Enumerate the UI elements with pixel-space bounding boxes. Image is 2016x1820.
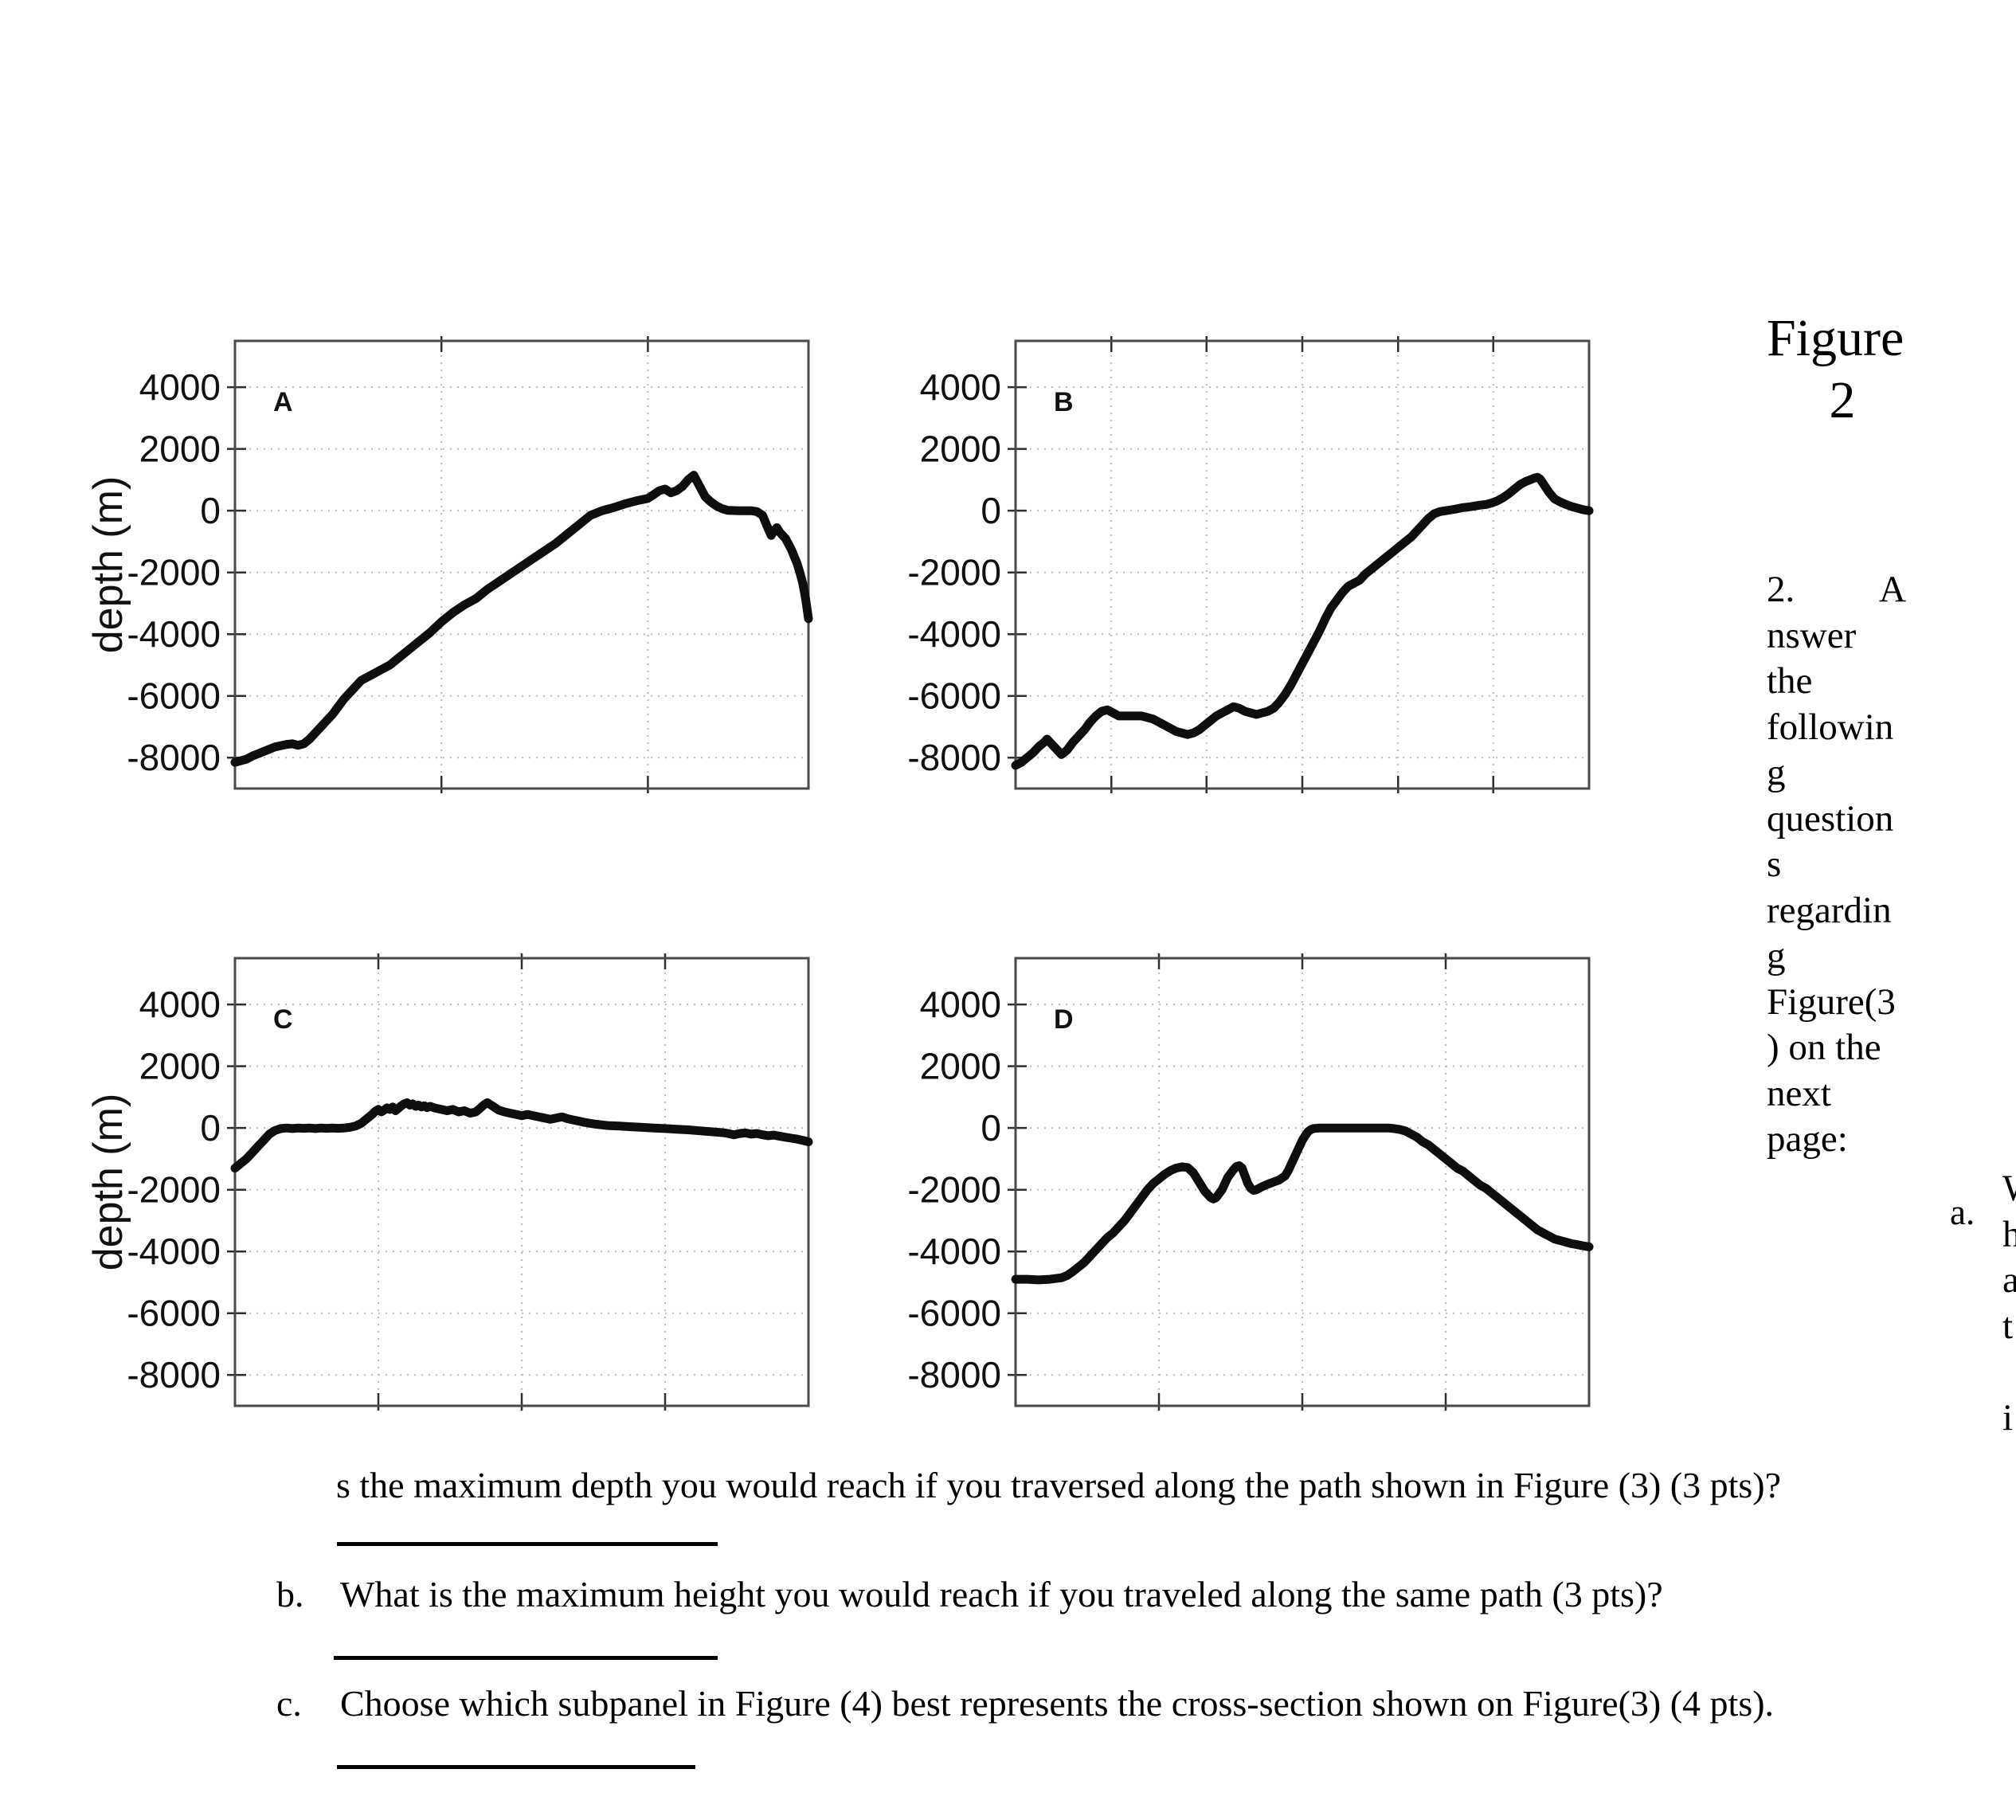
answer-blank-b <box>334 1656 718 1660</box>
y-tick-label: 2000 <box>139 429 221 470</box>
side-note-line: next <box>1767 1072 1831 1114</box>
y-tick-label: -6000 <box>907 675 1001 717</box>
plot-border <box>1014 957 1591 1407</box>
y-tick-label: -2000 <box>907 552 1001 593</box>
y-tick-label: -2000 <box>907 1169 1001 1211</box>
y-tick-label: 4000 <box>139 366 221 408</box>
y-tick-label: 0 <box>200 1107 221 1149</box>
side-note-line: regardin <box>1767 889 1892 931</box>
margin-cut-letter: W <box>2002 1166 2016 1212</box>
plot-border <box>233 957 810 1407</box>
plot-border <box>233 339 810 790</box>
y-tick-label: 4000 <box>139 984 221 1025</box>
side-note-line: the <box>1767 660 1813 702</box>
y-tick-label: -2000 <box>127 552 221 593</box>
margin-cut-letters: What i <box>2002 1166 2016 1441</box>
y-tick-label: -4000 <box>907 1231 1001 1272</box>
margin-item-a-label: a. <box>1950 1192 1975 1232</box>
figure-title: Figure 2 <box>1767 307 1918 432</box>
plot-border <box>1014 339 1591 790</box>
margin-cut-letter <box>2002 1349 2016 1395</box>
side-note-line: followin <box>1767 706 1894 748</box>
panel-letter: C <box>273 1004 293 1035</box>
y-tick-label: 0 <box>981 490 1001 531</box>
answer-blank-c <box>337 1765 695 1769</box>
y-tick-label: -8000 <box>907 737 1001 778</box>
side-note-line: question <box>1767 797 1894 840</box>
depth-profile-curve-C <box>230 1098 813 1173</box>
margin-cut-letter: a <box>2002 1259 2016 1301</box>
y-tick-label: -6000 <box>127 675 221 717</box>
question-c-label: c. <box>276 1683 302 1724</box>
side-note-lines: nswer the followin g question s regardin g Figur… <box>1767 613 1906 1163</box>
question-a-continuation: s the maximum depth you would reach if y… <box>336 1465 1782 1505</box>
panel-letter: B <box>1054 387 1074 417</box>
y-tick-label: -4000 <box>907 613 1001 655</box>
y-tick-label: -4000 <box>127 613 221 655</box>
chart-panel-B: 4000 2000 0 -2000 -4000 -6000 -8000 B <box>907 336 1594 793</box>
chart-panel-D: 4000 2000 0 -2000 -4000 -6000 -8000 D <box>907 953 1594 1411</box>
y-tick-label: 0 <box>981 1107 1001 1149</box>
y-tick-label: 4000 <box>920 366 1001 408</box>
side-note-number: 2. <box>1767 569 1795 610</box>
panel-letter: A <box>273 387 293 417</box>
side-note-line: s <box>1767 843 1782 885</box>
side-note-line: g <box>1767 935 1786 977</box>
side-note-line: page: <box>1767 1118 1848 1160</box>
y-axis-label: depth (m) <box>85 1094 131 1271</box>
side-note-line: ) on the <box>1767 1027 1881 1068</box>
question-b-text: What is the maximum height you would rea… <box>340 1574 1663 1615</box>
side-note: 2. A nswer the followin g question s regardin g… <box>1767 567 1906 1163</box>
y-tick-label: -6000 <box>127 1293 221 1334</box>
y-tick-label: -6000 <box>907 1293 1001 1334</box>
side-note-line: Figure(3 <box>1767 980 1896 1023</box>
depth-profile-curve-A <box>230 471 813 767</box>
y-tick-label: 2000 <box>920 1046 1001 1087</box>
margin-cut-letter: i <box>2002 1396 2014 1438</box>
depth-profile-curve-B <box>1011 472 1594 770</box>
side-note-first-letter: A <box>1879 569 1906 610</box>
side-note-first-line: 2. A <box>1767 567 1906 613</box>
answer-blank-a <box>337 1542 718 1546</box>
margin-cut-letter: t <box>2002 1305 2014 1347</box>
question-c-text: Choose which subpanel in Figure (4) best… <box>340 1683 1775 1724</box>
y-tick-label: 2000 <box>139 1046 221 1087</box>
depth-profile-curve-D <box>1011 1123 1594 1285</box>
margin-cut-letter: h <box>2002 1213 2016 1255</box>
y-axis-label: depth (m) <box>85 476 131 654</box>
y-tick-label: -8000 <box>907 1354 1001 1395</box>
figure-title-line2: 2 <box>1829 371 1856 429</box>
panel-letter: D <box>1054 1004 1074 1035</box>
y-tick-label: 0 <box>200 490 221 531</box>
y-tick-label: -8000 <box>127 1354 221 1395</box>
side-note-line: nswer <box>1767 614 1857 656</box>
side-note-line: g <box>1767 752 1786 793</box>
y-tick-label: -2000 <box>127 1169 221 1211</box>
figure-title-line1: Figure <box>1767 309 1904 367</box>
question-b-label: b. <box>276 1574 304 1615</box>
y-tick-label: 2000 <box>920 429 1001 470</box>
y-tick-label: 4000 <box>920 984 1001 1025</box>
y-tick-label: -4000 <box>127 1231 221 1272</box>
y-tick-label: -8000 <box>127 737 221 778</box>
